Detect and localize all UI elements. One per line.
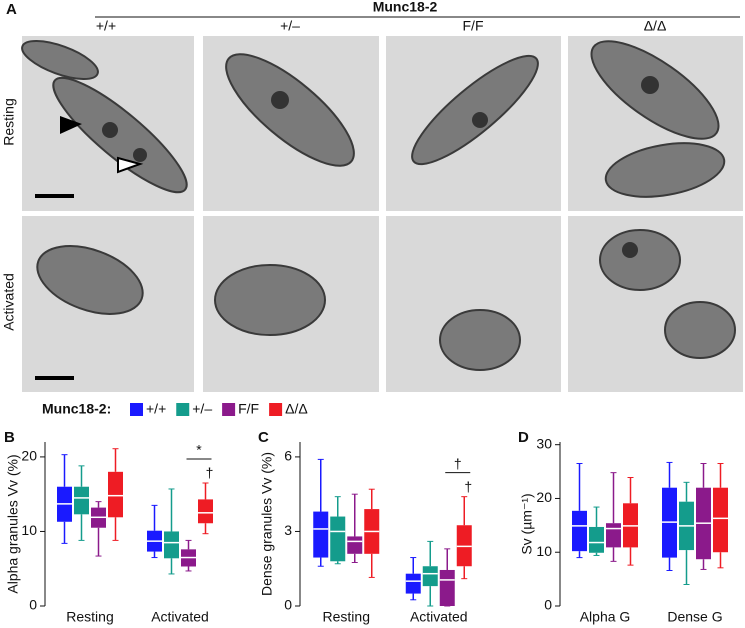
x-tick-label: Resting <box>66 609 113 625</box>
y-axis-label: Dense granules Vv (%) <box>259 452 275 596</box>
annotation: † <box>206 465 214 481</box>
box <box>108 471 123 518</box>
legend-swatch <box>176 403 190 416</box>
micrographs <box>21 36 743 392</box>
legend-title: Munc18-2: <box>42 401 111 417</box>
box <box>313 511 329 558</box>
annotation: * <box>196 442 202 458</box>
box <box>198 499 213 524</box>
row-label: Resting <box>1 98 17 145</box>
panel-letter: B <box>4 429 15 446</box>
column-label: +/+ <box>96 18 116 34</box>
column-label: F/F <box>463 18 484 34</box>
x-tick-label: Dense G <box>667 609 722 625</box>
x-tick-label: Activated <box>151 609 209 625</box>
legend-label: +/– <box>192 401 212 417</box>
box <box>572 510 587 552</box>
box <box>589 526 604 553</box>
y-tick-label: 10 <box>21 522 37 538</box>
annotation: † <box>454 455 462 471</box>
y-tick-label: 0 <box>284 597 292 613</box>
y-tick-label: 0 <box>29 597 37 613</box>
legend-swatch <box>222 403 236 416</box>
y-tick-label: 20 <box>21 448 37 464</box>
legend-swatch <box>130 403 143 416</box>
box <box>347 536 363 554</box>
y-tick-label: 6 <box>284 448 292 464</box>
box <box>330 516 346 562</box>
annotation: † <box>464 478 472 494</box>
panel-letter: C <box>258 429 269 446</box>
header-title: Munc18-2 <box>373 0 438 15</box>
panel-letter: D <box>518 429 529 446</box>
x-tick-label: Alpha G <box>580 609 631 625</box>
box <box>74 486 89 515</box>
column-label: +/– <box>280 18 300 34</box>
column-label: Δ/Δ <box>644 18 667 34</box>
box <box>606 523 621 548</box>
y-axis-label: Sv (µm⁻¹) <box>519 493 535 554</box>
legend-swatch <box>269 403 283 416</box>
y-tick-label: 3 <box>284 522 292 538</box>
box <box>422 566 438 587</box>
legend-label: Δ/Δ <box>285 401 308 417</box>
box <box>439 569 455 606</box>
y-axis-label: Alpha granules Vv (%) <box>5 454 21 593</box>
x-tick-label: Resting <box>323 609 370 625</box>
y-tick-label: 30 <box>536 435 552 451</box>
y-tick-label: 0 <box>544 597 552 613</box>
box <box>164 531 179 559</box>
y-tick-label: 10 <box>536 543 552 559</box>
legend-label: +/+ <box>146 401 166 417</box>
row-label: Activated <box>1 273 17 331</box>
legend-label: F/F <box>238 401 259 417</box>
y-tick-label: 20 <box>536 489 552 505</box>
panel-letter: A <box>6 1 17 18</box>
x-tick-label: Activated <box>410 609 468 625</box>
box <box>713 487 728 553</box>
box <box>405 573 421 594</box>
